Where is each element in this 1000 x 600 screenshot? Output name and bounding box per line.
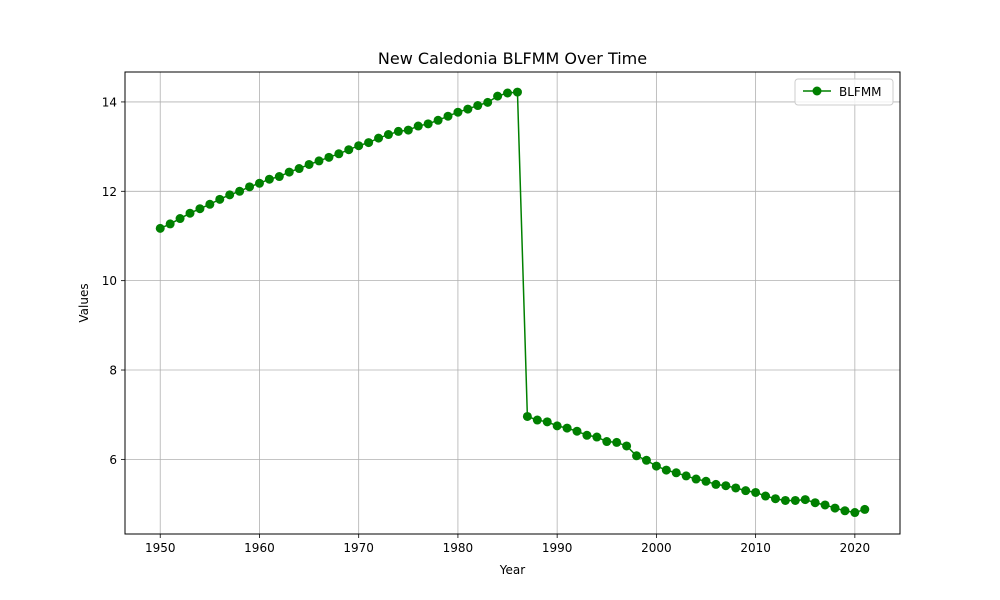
x-tick-label: 1960 [244,541,275,555]
data-point [185,208,195,218]
data-point [632,451,642,461]
data-point [761,491,771,501]
data-point [294,164,304,174]
data-point [850,508,860,518]
data-point [731,483,741,493]
data-point [770,494,780,504]
data-point [393,126,403,136]
data-point [403,125,413,135]
data-point [215,194,225,204]
data-point [354,141,364,151]
data-point [701,476,711,486]
data-point [641,455,651,465]
x-tick-label: 1990 [542,541,573,555]
x-tick-label: 2000 [641,541,672,555]
chart-title: New Caledonia BLFMM Over Time [378,49,647,68]
data-point [671,468,681,478]
data-point [780,495,790,505]
data-point [691,474,701,484]
data-point [751,487,761,497]
x-tick-label: 1980 [443,541,474,555]
y-tick-label: 8 [109,364,117,378]
data-point [612,437,622,447]
data-point [463,104,473,114]
data-point [522,411,532,421]
data-point [572,426,582,436]
data-point [503,88,513,98]
data-point [532,415,542,425]
data-point [582,430,592,440]
data-point [512,87,522,97]
data-point [800,495,810,505]
data-point [820,500,830,510]
data-point [493,91,503,101]
legend-box [794,78,894,106]
data-point [254,178,264,188]
y-tick-label: 10 [102,274,117,288]
data-point [155,223,165,233]
x-tick-label: 2010 [740,541,771,555]
data-point [830,503,840,513]
data-point [274,172,284,182]
legend-label-blfmm: BLFMM [839,85,882,99]
legend-marker-swatch [812,86,822,96]
data-point [542,417,552,427]
data-point [245,182,255,192]
x-axis-label: Year [499,563,525,577]
data-point [225,190,235,200]
data-point [721,481,731,491]
data-point [423,119,433,129]
x-axis-ticks: 1950 1960 1970 1980 1990 2000 2010 2020 [145,534,870,555]
data-point [205,199,215,209]
data-point [304,159,314,169]
data-point [195,204,205,214]
data-point [651,461,661,471]
data-point [344,145,354,155]
data-point [622,441,632,451]
data-point [334,149,344,159]
data-point [860,504,870,514]
data-point [235,186,245,196]
data-point [413,121,423,131]
data-point [383,130,393,140]
data-point [165,219,175,229]
plot-frame [124,71,901,535]
data-point [453,107,463,117]
x-tick-label: 2020 [840,541,871,555]
data-point [374,133,384,143]
y-tick-label: 6 [109,453,117,467]
data-point [443,111,453,121]
y-axis-ticks: 6 8 10 12 14 [102,95,125,467]
data-point [562,423,572,433]
data-point [661,465,671,475]
data-point [284,167,294,177]
data-point [592,432,602,442]
data-point [473,101,483,111]
legend: BLFMM [794,78,894,106]
data-point [681,471,691,481]
y-tick-label: 12 [102,185,117,199]
data-point [324,152,334,162]
data-point [175,214,185,224]
data-point [552,421,562,431]
data-point [264,174,274,184]
data-point [483,97,493,107]
x-tick-label: 1950 [145,541,176,555]
series-layer [155,87,870,518]
x-tick-label: 1970 [343,541,374,555]
data-point [364,138,374,148]
data-point [602,437,612,447]
data-point [314,156,324,166]
data-point [790,495,800,505]
data-point [810,498,820,508]
data-point [840,506,850,516]
y-axis-label: Values [77,283,91,322]
y-tick-label: 14 [102,95,117,109]
data-point [433,115,443,125]
data-point [741,486,751,496]
data-point [711,479,721,489]
